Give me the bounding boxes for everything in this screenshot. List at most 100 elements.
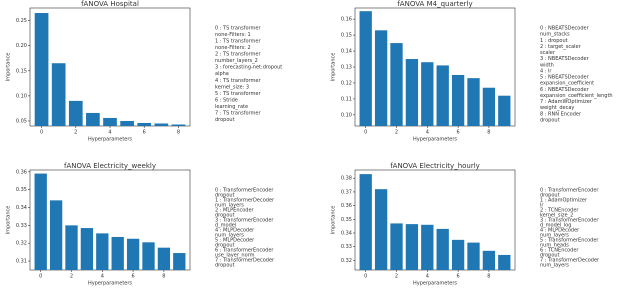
bar [451, 239, 465, 270]
annotation: dropout [540, 253, 560, 259]
y-tick-label: 0.10 [16, 93, 27, 99]
bar [482, 250, 496, 270]
annotation: dropout [215, 213, 235, 219]
annotation: 3 : NBEATSDecoder [540, 56, 590, 62]
annotation: num_layers [215, 233, 244, 239]
annotation: 0 : TransformerEncoder [540, 188, 599, 194]
bar [467, 242, 480, 270]
annotation: 6 : TransformerEncoder [215, 248, 274, 254]
y-tick-label: 0.35 [341, 217, 352, 223]
y-tick-label: 0.36 [16, 169, 27, 175]
x-tick-label: 4 [108, 130, 111, 136]
y-tick-label: 0.34 [16, 205, 27, 211]
bar [421, 224, 434, 270]
y-tick-label: 0.25 [16, 18, 27, 24]
y-axis-label: Importance [6, 206, 12, 235]
annotation: 4 : MLPDecoder [540, 228, 580, 234]
annotation: dropout [215, 243, 235, 249]
annotation: 1 : TS transformer [215, 39, 261, 45]
annotation: 4 : TS transformer [215, 78, 261, 84]
chart-title: fANOVA Hospital [81, 0, 139, 8]
y-axis-label: Importance [331, 53, 337, 82]
bar [359, 11, 372, 127]
x-tick-label: 8 [177, 130, 180, 136]
plot-frame [354, 169, 516, 271]
annotation: 6 : Stride [215, 97, 238, 103]
y-tick-label: 0.34 [341, 231, 352, 237]
x-tick-label: 2 [395, 274, 398, 280]
bar [126, 238, 140, 270]
y-tick-label: 0.16 [341, 17, 352, 23]
annotation: 7 : TransformerDecoder [540, 258, 600, 264]
bar [467, 78, 480, 126]
x-tick-label: 2 [74, 130, 77, 136]
annotation: 1 : dropout [540, 38, 568, 44]
x-tick-label: 4 [101, 274, 104, 280]
plot-frame [29, 169, 191, 271]
annotation: alpha [215, 71, 229, 77]
x-tick-label: 8 [162, 274, 165, 280]
y-tick-label: 0.33 [341, 244, 352, 250]
x-axis-label: Hyperparameters [413, 281, 457, 287]
bar [436, 228, 449, 270]
annotation: 5 : MLPDecoder [215, 238, 255, 244]
annotation: d_model_log [540, 223, 571, 229]
x-tick-label: 6 [457, 130, 460, 136]
y-tick-label: 0.05 [16, 118, 27, 124]
y-tick-label: 0.11 [341, 96, 352, 102]
x-tick-label: 0 [39, 274, 42, 280]
annotation: 7 : TransformerDecoder [215, 258, 275, 264]
bar [390, 43, 403, 126]
annotation: kernel_size: 3 [215, 84, 249, 90]
annotation: num_layers [540, 233, 569, 239]
bar [451, 74, 465, 126]
annotation: number_layers_2 [215, 58, 258, 64]
bar [80, 228, 94, 270]
y-tick-label: 0.13 [341, 65, 352, 71]
bar [405, 224, 419, 270]
annotation: 8 : RNN Encoder [540, 111, 582, 117]
annotation: 7 : AdamWOptimizer [540, 99, 593, 105]
annotation: dropout [540, 117, 560, 123]
bar [157, 247, 171, 270]
chart-title: fANOVA M4_quarterly [397, 0, 472, 8]
bar [34, 13, 49, 126]
bar [49, 200, 63, 270]
x-tick-label: 4 [426, 274, 429, 280]
annotation: 2 : target_scaler [540, 44, 582, 50]
bar [103, 117, 117, 126]
annotation: 4 : lr [540, 68, 552, 74]
x-tick-label: 0 [364, 130, 367, 136]
y-tick-label: 0.36 [341, 203, 352, 209]
bar [498, 95, 511, 126]
annotation: 0 : TransformerEncoder [215, 188, 274, 194]
y-axis-label: Importance [6, 53, 12, 82]
bar [120, 120, 134, 126]
bar [482, 87, 496, 126]
bar [154, 123, 169, 126]
x-axis-label: Hyperparameters [88, 281, 132, 287]
y-tick-label: 0.32 [341, 258, 352, 264]
y-tick-label: 0.20 [16, 43, 27, 49]
x-tick-label: 2 [70, 274, 73, 280]
bar [359, 174, 372, 270]
y-tick-label: 0.15 [16, 68, 27, 74]
annotation: num_layers [215, 203, 244, 209]
annotation: weight_decay [540, 105, 574, 111]
x-tick-label: 6 [143, 130, 146, 136]
bar [86, 112, 100, 126]
annotation: expansion_coefficient_length [540, 93, 613, 99]
annotation: 1 : TransformerDecoder [215, 198, 275, 204]
bar [498, 254, 511, 270]
annotation: num_stacks [540, 32, 570, 38]
y-tick-label: 0.33 [16, 223, 27, 229]
annotation: lr [540, 203, 544, 209]
annotation: num_heads [540, 243, 569, 249]
annotation: 2 : TS transformer [215, 52, 261, 58]
annotation: none-Filters: 2 [215, 45, 251, 51]
annotation: use_layer_norm [215, 253, 255, 259]
annotation: scaler [540, 50, 556, 56]
annotation: 0 : NBEATSDecoder [540, 26, 590, 32]
bar [405, 59, 419, 127]
